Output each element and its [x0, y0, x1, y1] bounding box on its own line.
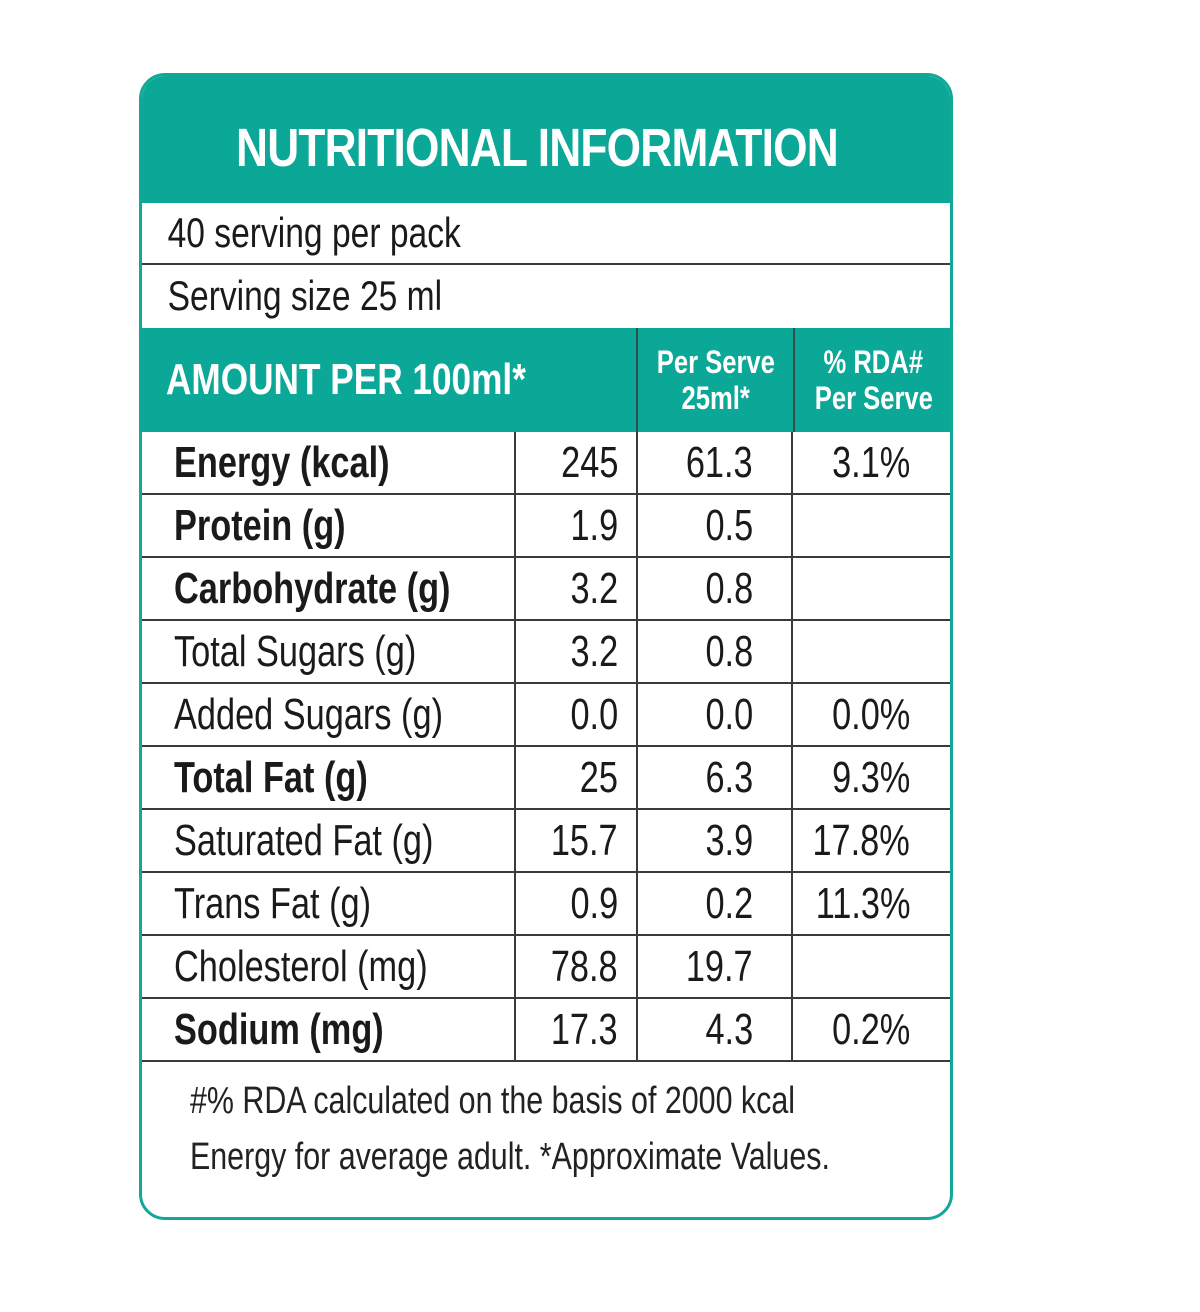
per-serve-value: 4.3 [705, 1004, 753, 1054]
per-serve-value: 61.3 [686, 437, 753, 487]
rda-header: % RDA# Per Serve [793, 328, 950, 432]
serving-size-row: Serving size 25 ml [142, 265, 950, 327]
footnote: #% RDA calculated on the basis of 2000 k… [142, 1073, 950, 1185]
per-serve-value: 3.9 [705, 815, 753, 865]
per-serve-value: 0.8 [705, 626, 753, 676]
rda-value: 11.3% [815, 878, 910, 928]
table-row: Cholesterol (mg) 78.8 19.7 [142, 936, 950, 999]
column-header-row: AMOUNT PER 100ml* Per Serve 25ml* % RDA#… [142, 328, 950, 432]
per-serve-value: 6.3 [705, 752, 753, 802]
per-serve-value: 0.8 [705, 563, 753, 613]
per-100ml-value: 0.9 [570, 878, 618, 928]
per-100ml-value: 78.8 [551, 941, 618, 991]
nutrient-name: Carbohydrate (g) [174, 563, 451, 613]
per-100ml-value: 3.2 [570, 563, 618, 613]
rda-value: 0.0% [831, 689, 910, 739]
nutrient-name: Saturated Fat (g) [174, 815, 434, 865]
nutrient-name: Protein (g) [174, 500, 346, 550]
nutrient-table: Energy (kcal) 245 61.3 3.1% Protein (g) … [142, 432, 950, 1062]
per-100ml-value: 25 [579, 752, 618, 802]
amount-per-100ml-header: AMOUNT PER 100ml* [166, 355, 526, 404]
per-100ml-value: 245 [560, 437, 618, 487]
table-row: Added Sugars (g) 0.0 0.0 0.0% [142, 684, 950, 747]
nutrient-name: Total Fat (g) [174, 752, 368, 802]
table-row: Total Sugars (g) 3.2 0.8 [142, 621, 950, 684]
rda-value: 17.8% [812, 815, 910, 865]
per-100ml-value: 1.9 [570, 500, 618, 550]
per-100ml-value: 17.3 [551, 1004, 618, 1054]
nutrient-name: Sodium (mg) [174, 1004, 384, 1054]
per-100ml-value: 3.2 [570, 626, 618, 676]
nutrient-name: Energy (kcal) [174, 437, 390, 487]
per-serve-value: 0.2 [705, 878, 753, 928]
table-row: Energy (kcal) 245 61.3 3.1% [142, 432, 950, 495]
per-100ml-value: 15.7 [551, 815, 618, 865]
rda-value: 9.3% [831, 752, 910, 802]
footnote-line-2: Energy for average adult. *Approximate V… [190, 1136, 830, 1178]
nutrient-name: Total Sugars (g) [174, 626, 417, 676]
table-row: Total Fat (g) 25 6.3 9.3% [142, 747, 950, 810]
servings-per-pack: 40 serving per pack [167, 209, 461, 256]
nutrient-name: Added Sugars (g) [174, 689, 444, 739]
servings-per-pack-row: 40 serving per pack [142, 203, 950, 265]
rda-value: 0.2% [831, 1004, 910, 1054]
per-serve-value: 19.7 [686, 941, 753, 991]
per-serve-value: 0.0 [705, 689, 753, 739]
nutrient-name: Trans Fat (g) [174, 878, 372, 928]
table-row: Sodium (mg) 17.3 4.3 0.2% [142, 999, 950, 1062]
table-row: Carbohydrate (g) 3.2 0.8 [142, 558, 950, 621]
nutrient-name: Cholesterol (mg) [174, 941, 428, 991]
table-row: Saturated Fat (g) 15.7 3.9 17.8% [142, 810, 950, 873]
footnote-line-1: #% RDA calculated on the basis of 2000 k… [190, 1080, 795, 1122]
rda-value: 3.1% [831, 437, 910, 487]
table-row: Protein (g) 1.9 0.5 [142, 495, 950, 558]
nutrition-label: NUTRITIONAL INFORMATION 40 serving per p… [139, 73, 953, 1220]
table-row: Trans Fat (g) 0.9 0.2 11.3% [142, 873, 950, 936]
label-title: NUTRITIONAL INFORMATION [236, 117, 839, 178]
title-bar: NUTRITIONAL INFORMATION [142, 76, 950, 203]
per-100ml-value: 0.0 [570, 689, 618, 739]
serving-size: Serving size 25 ml [167, 272, 443, 319]
per-serve-value: 0.5 [705, 500, 753, 550]
per-serve-header: Per Serve 25ml* [636, 328, 793, 432]
